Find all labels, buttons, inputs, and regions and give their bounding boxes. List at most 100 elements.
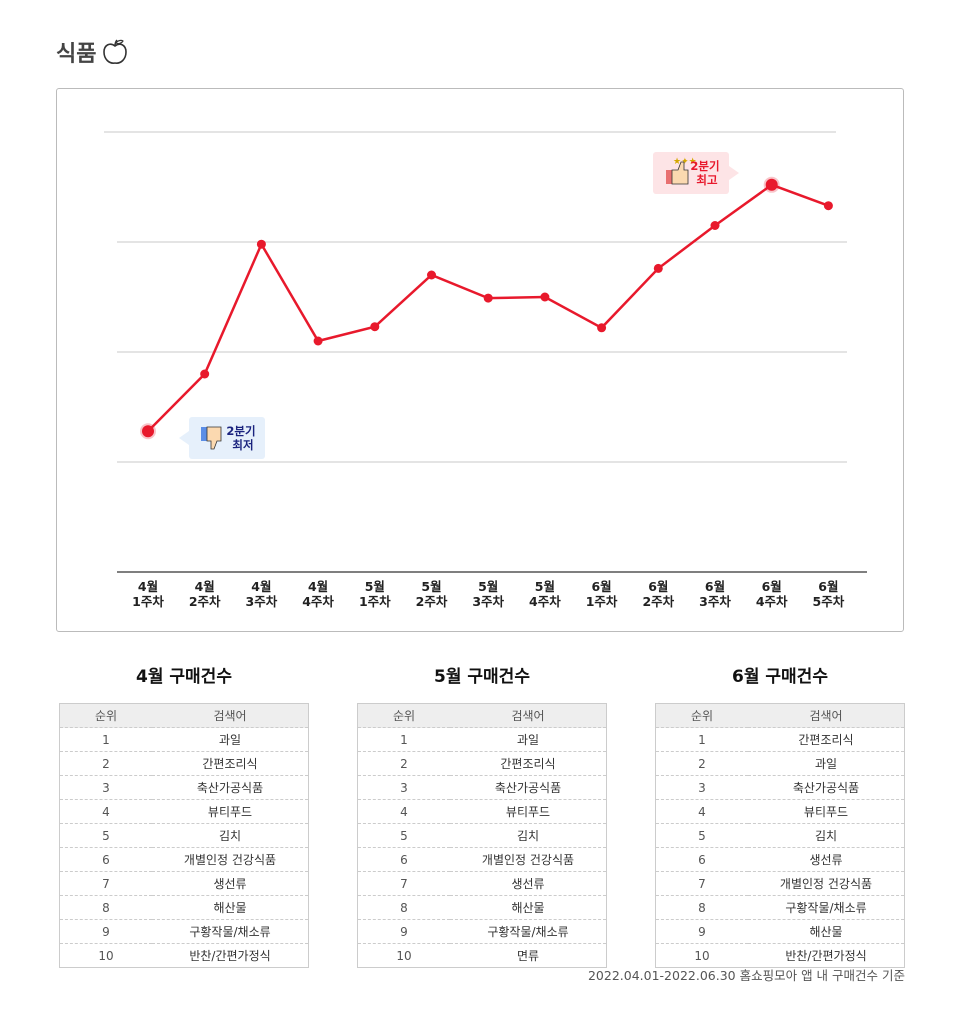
column-header: 순위 — [357, 703, 450, 728]
thumbs-up-icon — [671, 161, 689, 185]
keyword-cell: 개별인정 건강식품 — [152, 847, 309, 872]
rank-cell: 6 — [655, 847, 748, 872]
keyword-cell: 과일 — [450, 727, 607, 752]
table-row: 8 해산물 — [357, 895, 607, 920]
rank-cell: 1 — [357, 727, 450, 752]
table-header: 순위 검색어 — [357, 703, 607, 728]
table-row: 6 개별인정 건강식품 — [357, 847, 607, 872]
data-point — [653, 263, 663, 273]
rank-cell: 2 — [357, 751, 450, 776]
table-header: 순위 검색어 — [655, 703, 905, 728]
table-header: 순위 검색어 — [59, 703, 309, 728]
rank-cell: 4 — [357, 799, 450, 824]
table-row: 6 개별인정 건강식품 — [59, 847, 309, 872]
rank-cell: 5 — [357, 823, 450, 848]
table-row: 9 해산물 — [655, 919, 905, 944]
data-point — [483, 293, 493, 303]
keyword-cell: 축산가공식품 — [450, 775, 607, 800]
keyword-cell: 구황작물/채소류 — [450, 919, 607, 944]
column-header: 순위 — [59, 703, 152, 728]
keyword-cell: 과일 — [152, 727, 309, 752]
x-tick-label: 6월 5주차 — [813, 579, 845, 609]
table-row: 3 축산가공식품 — [357, 775, 607, 800]
rank-cell: 10 — [655, 943, 748, 968]
rank-cell: 2 — [59, 751, 152, 776]
keyword-cell: 김치 — [450, 823, 607, 848]
table-row: 7 생선류 — [59, 871, 309, 896]
data-point — [313, 336, 323, 346]
rank-cell: 8 — [59, 895, 152, 920]
x-tick-label: 5월 2주차 — [416, 579, 448, 609]
callout-text: 최저 — [232, 438, 253, 452]
table-row: 3 축산가공식품 — [59, 775, 309, 800]
keyword-cell: 간편조리식 — [152, 751, 309, 776]
table-row: 8 해산물 — [59, 895, 309, 920]
keyword-cell: 간편조리식 — [450, 751, 607, 776]
table-row: 10 면류 — [357, 943, 607, 968]
keyword-cell: 생선류 — [748, 847, 905, 872]
table-row: 8 구황작물/채소류 — [655, 895, 905, 920]
table-row: 2 간편조리식 — [357, 751, 607, 776]
keyword-cell: 해산물 — [152, 895, 309, 920]
table-row: 10 반찬/간편가정식 — [655, 943, 905, 968]
line-chart: 4월 1주차 4월 2주차 4월 3주차 4월 4주차 5월 1주차 5월 2주차 5월 3주차 5월 4주차… — [104, 131, 867, 609]
column-header: 검색어 — [152, 703, 309, 728]
x-tick-label: 4월 4주차 — [302, 579, 334, 609]
table-row: 9 구황작물/채소류 — [357, 919, 607, 944]
x-tick-label: 4월 1주차 — [132, 579, 164, 609]
table-row: 7 개별인정 건강식품 — [655, 871, 905, 896]
data-point — [540, 292, 550, 302]
data-point — [823, 201, 833, 211]
table-title: 6월 구매건수 — [732, 667, 828, 687]
column-header: 검색어 — [450, 703, 607, 728]
table-row: 2 과일 — [655, 751, 905, 776]
data-point — [765, 178, 778, 191]
table-row: 10 반찬/간편가정식 — [59, 943, 309, 968]
keyword-cell: 뷰티푸드 — [748, 799, 905, 824]
ranking-table: 순위 검색어 1 간편조리식 2 과일 3 축산가공식품 4 뷰티푸드 5 김치 6 생선류 7 개별인정 건… — [655, 703, 905, 968]
rank-cell: 6 — [59, 847, 152, 872]
callout-text: 최고 — [696, 173, 718, 187]
rank-cell: 6 — [357, 847, 450, 872]
rank-cell: 9 — [655, 919, 748, 944]
callout-text: 2분기 — [690, 159, 719, 173]
rank-cell: 10 — [59, 943, 152, 968]
table-row: 4 뷰티푸드 — [655, 799, 905, 824]
rank-cell: 2 — [655, 751, 748, 776]
footer-note: 2022.04.01-2022.06.30 홈쇼핑모아 앱 내 구매건수 기준 — [587, 968, 905, 983]
keyword-cell: 반찬/간편가정식 — [748, 943, 905, 968]
table-title: 5월 구매건수 — [434, 667, 530, 687]
rank-cell: 8 — [357, 895, 450, 920]
rank-cell: 3 — [655, 775, 748, 800]
rank-cell: 7 — [655, 871, 748, 896]
table-row: 4 뷰티푸드 — [59, 799, 309, 824]
table-row: 1 과일 — [357, 727, 607, 752]
page-title: 식품 — [56, 36, 128, 68]
keyword-cell: 간편조리식 — [748, 727, 905, 752]
x-tick-label: 6월 3주차 — [699, 579, 731, 609]
keyword-cell: 생선류 — [152, 871, 309, 896]
keyword-cell: 구황작물/채소류 — [748, 895, 905, 920]
keyword-cell: 해산물 — [450, 895, 607, 920]
ranking-table: 순위 검색어 1 과일 2 간편조리식 3 축산가공식품 4 뷰티푸드 5 김치 6 개별인정 건강식품 7… — [59, 703, 309, 968]
data-point — [710, 221, 720, 230]
keyword-cell: 해산물 — [748, 919, 905, 944]
table-row: 4 뷰티푸드 — [357, 799, 607, 824]
x-tick-label: 5월 3주차 — [472, 579, 504, 609]
title-text: 식품 — [56, 42, 97, 67]
callout-pointer — [729, 166, 739, 180]
rank-cell: 7 — [357, 871, 450, 896]
column-header: 순위 — [655, 703, 748, 728]
keyword-cell: 뷰티푸드 — [450, 799, 607, 824]
table-row: 3 축산가공식품 — [655, 775, 905, 800]
thumbs-down-icon — [201, 427, 207, 441]
x-tick-label: 5월 1주차 — [359, 579, 391, 609]
table-row: 7 생선류 — [357, 871, 607, 896]
callout-text: 2분기 — [226, 424, 255, 438]
series-line — [147, 183, 829, 433]
x-tick-label: 5월 4주차 — [529, 579, 561, 609]
rank-cell: 7 — [59, 871, 152, 896]
table-row: 2 간편조리식 — [59, 751, 309, 776]
x-tick-label: 6월 4주차 — [756, 579, 788, 609]
